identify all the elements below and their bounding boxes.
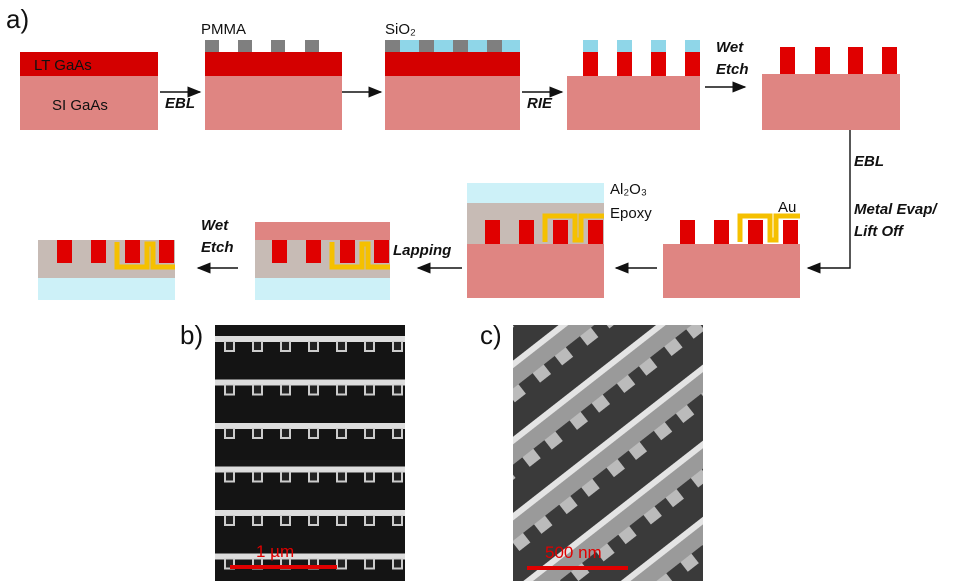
step-label: Wet [201, 217, 229, 234]
step-label: EBL [854, 153, 884, 170]
layer-label: SiO₂ [385, 21, 416, 38]
wafer: LT GaAs SI GaAs [20, 52, 158, 130]
step-label: RIE [527, 95, 553, 112]
step-label: EBL [165, 95, 195, 112]
layer-label: Al₂O₃ [610, 181, 647, 198]
step-label: Lapping [393, 242, 451, 259]
layer-label: LT GaAs [34, 57, 92, 74]
sem-image: 1 µm [215, 325, 405, 581]
step-label: Etch [201, 239, 234, 256]
step-label: Lift Off [854, 223, 905, 240]
arrow [808, 130, 850, 268]
step-label: Metal Evap/ [854, 201, 938, 218]
panel-label: c) [480, 320, 502, 350]
step-label: Etch [716, 61, 749, 78]
sem-image: 500 nm [513, 325, 703, 581]
layer-label: SI GaAs [52, 97, 108, 114]
wafer [663, 216, 800, 298]
scale-bar-label: 500 nm [545, 543, 602, 562]
panel-label: a) [6, 4, 29, 34]
step-label: Wet [716, 39, 744, 56]
figure: a) LT GaAs SI GaAs EBL PMMA SiO₂ RIE Wet… [0, 0, 958, 581]
wafer [567, 40, 700, 130]
layer-label: PMMA [201, 21, 246, 38]
layer-label: Epoxy [610, 205, 652, 222]
wafer [38, 240, 175, 300]
scale-bar-label: 1 µm [256, 542, 294, 561]
wafer [255, 222, 390, 300]
wafer [205, 40, 342, 130]
wafer [762, 47, 900, 130]
wafer [385, 40, 520, 130]
wafer [467, 183, 604, 298]
layer-label: Au [778, 199, 796, 216]
panel-label: b) [180, 320, 203, 350]
